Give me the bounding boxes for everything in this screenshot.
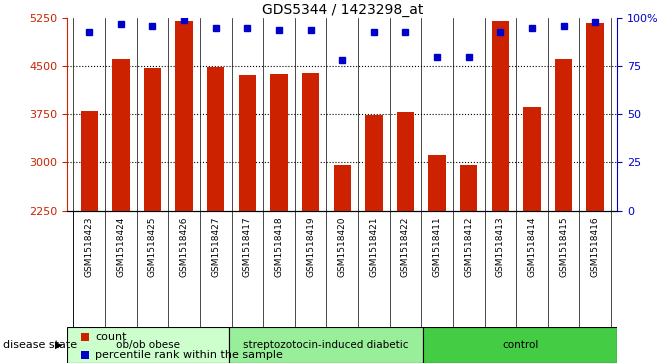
Text: GSM1518415: GSM1518415 [559,216,568,277]
Text: ▶: ▶ [55,340,62,350]
Bar [239,74,256,211]
Bar [144,68,161,211]
Bar [302,73,319,211]
Text: ob/ob obese: ob/ob obese [116,340,180,350]
Bar [229,327,423,363]
Text: GSM1518424: GSM1518424 [116,216,125,277]
Text: count: count [95,332,127,342]
Bar [492,21,509,211]
Bar [460,165,477,211]
Text: GSM1518427: GSM1518427 [211,216,220,277]
Bar [586,23,604,211]
Bar [428,155,446,211]
Text: control: control [502,340,538,350]
Text: GSM1518416: GSM1518416 [590,216,600,277]
Text: GSM1518421: GSM1518421 [369,216,378,277]
Text: disease state: disease state [3,340,77,350]
Text: GSM1518420: GSM1518420 [338,216,347,277]
Bar [81,111,98,211]
Title: GDS5344 / 1423298_at: GDS5344 / 1423298_at [262,3,423,17]
Bar [397,112,414,211]
Text: GSM1518412: GSM1518412 [464,216,473,277]
Bar [112,58,130,211]
Bar [67,327,229,363]
Text: GSM1518422: GSM1518422 [401,216,410,277]
Bar [207,67,224,211]
Text: GSM1518418: GSM1518418 [274,216,283,277]
Text: GSM1518414: GSM1518414 [527,216,536,277]
Bar [423,327,617,363]
Bar [175,21,193,211]
Text: streptozotocin-induced diabetic: streptozotocin-induced diabetic [244,340,409,350]
Text: percentile rank within the sample: percentile rank within the sample [95,350,283,360]
Text: GSM1518425: GSM1518425 [148,216,157,277]
Bar [555,58,572,211]
Bar [523,107,541,211]
Bar [270,74,288,211]
Text: GSM1518423: GSM1518423 [85,216,94,277]
Text: GSM1518413: GSM1518413 [496,216,505,277]
Text: GSM1518417: GSM1518417 [243,216,252,277]
Text: GSM1518426: GSM1518426 [180,216,189,277]
Text: GSM1518419: GSM1518419 [306,216,315,277]
Bar [333,165,351,211]
Bar [365,115,382,211]
Text: GSM1518411: GSM1518411 [433,216,442,277]
